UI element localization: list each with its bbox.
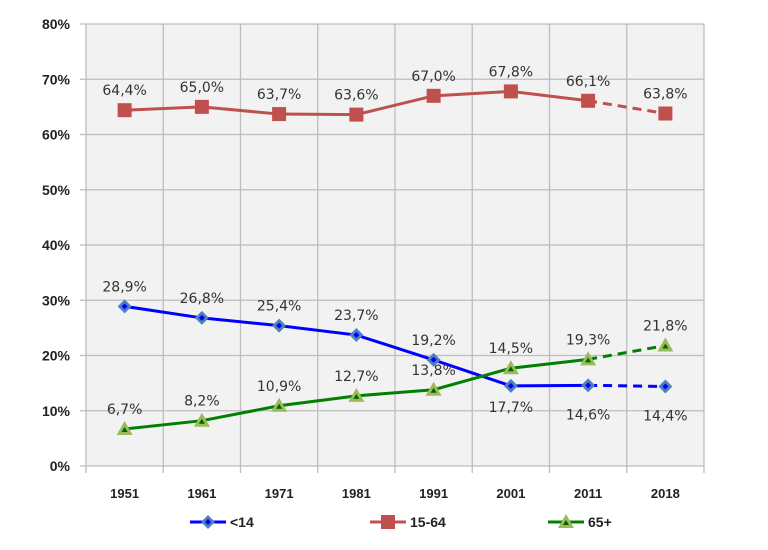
y-tick-label: 80%	[42, 16, 71, 32]
data-label: 23,7%	[334, 308, 378, 324]
data-point-marker-center	[121, 426, 128, 432]
legend-label: 15-64	[410, 514, 446, 530]
data-point-marker-center	[507, 382, 514, 389]
data-label: 13,8%	[411, 363, 455, 379]
data-point-marker-center	[507, 366, 514, 372]
data-label: 6,7%	[107, 402, 143, 418]
data-point-marker	[658, 106, 673, 121]
data-label: 14,6%	[566, 407, 610, 423]
data-label: 8,2%	[184, 394, 220, 410]
y-tick-label: 20%	[42, 348, 71, 364]
y-tick-label: 50%	[42, 182, 71, 198]
data-label: 10,9%	[257, 379, 301, 395]
data-point-marker-center	[276, 403, 283, 409]
y-tick-label: 60%	[42, 127, 71, 143]
x-tick-label: 2018	[651, 486, 680, 501]
data-label: 67,8%	[489, 64, 533, 80]
legend-label: <14	[230, 514, 254, 530]
data-label: 19,2%	[411, 333, 455, 349]
data-label: 28,9%	[102, 279, 146, 295]
series-14: 28,9% 26,8% 25,4% 23,7% 19,2% 17,7% 14,6% 14,4%	[102, 279, 687, 424]
data-point-marker	[349, 107, 364, 122]
x-tick-label: 1951	[110, 486, 139, 501]
data-point-marker-center	[198, 314, 205, 321]
legend-marker-center	[205, 519, 211, 525]
data-point-marker-center	[353, 393, 360, 399]
data-point-marker-center	[585, 357, 592, 363]
data-label: 67,0%	[411, 69, 455, 85]
legend-item: 15-64	[370, 514, 446, 530]
x-tick-label: 1971	[265, 486, 294, 501]
legend-marker-center	[563, 520, 569, 525]
series-1564: 64,4% 65,0% 63,7% 63,6% 67,0% 67,8% 66,1% 63,8%	[102, 64, 688, 122]
data-label: 65,0%	[180, 80, 224, 96]
data-point-marker	[194, 99, 209, 114]
data-point-marker-center	[662, 343, 669, 349]
series-line-dashed	[588, 383, 666, 388]
data-point-marker	[503, 84, 518, 99]
y-tick-label: 70%	[42, 71, 71, 87]
data-label: 19,3%	[566, 332, 610, 348]
legend-marker	[381, 515, 395, 529]
data-point-marker-center	[585, 382, 592, 389]
series-line-dashed	[587, 344, 666, 361]
data-label: 17,7%	[489, 400, 533, 416]
data-point-marker	[581, 93, 596, 108]
data-point-marker-center	[198, 418, 205, 424]
y-tick-label: 40%	[42, 237, 71, 253]
y-tick-label: 10%	[42, 403, 71, 419]
data-point-marker-center	[276, 322, 283, 329]
data-point-marker-center	[353, 332, 360, 339]
data-label: 64,4%	[102, 83, 146, 99]
series-line-dashed	[587, 99, 666, 115]
data-point-marker-center	[430, 356, 437, 363]
data-point-marker	[426, 88, 441, 103]
series-65: 6,7% 8,2% 10,9% 12,7% 13,8% 14,5% 19,3% 21,8%	[107, 319, 688, 435]
legend-item: <14	[190, 514, 254, 530]
x-tick-label: 1991	[419, 486, 448, 501]
legend-label: 65+	[588, 514, 612, 530]
y-tick-label: 0%	[50, 458, 71, 474]
data-label: 14,4%	[643, 408, 687, 424]
data-label: 12,7%	[334, 369, 378, 385]
x-tick-label: 1981	[342, 486, 371, 501]
data-label: 63,8%	[643, 87, 687, 103]
legend-item: 65+	[548, 514, 612, 530]
data-point-marker-center	[662, 383, 669, 390]
x-tick-label: 2011	[574, 486, 602, 501]
data-point-marker	[117, 103, 132, 118]
y-tick-label: 30%	[42, 292, 71, 308]
data-label: 63,7%	[257, 87, 301, 103]
data-label: 66,1%	[566, 74, 610, 90]
data-point-marker	[272, 107, 287, 122]
data-label: 14,5%	[489, 341, 533, 357]
data-label: 21,8%	[643, 319, 687, 335]
x-tick-label: 2001	[496, 486, 525, 501]
data-point-marker-center	[121, 303, 128, 310]
data-label: 63,6%	[334, 88, 378, 104]
x-tick-label: 1961	[187, 486, 216, 501]
data-label: 25,4%	[257, 299, 301, 315]
data-label: 26,8%	[180, 291, 224, 307]
data-point-marker-center	[430, 387, 437, 393]
